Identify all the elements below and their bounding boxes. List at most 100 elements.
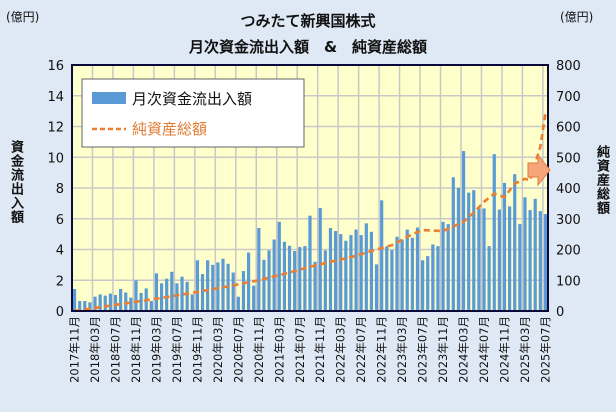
- bar: [344, 240, 348, 311]
- bar: [359, 235, 363, 311]
- bar: [451, 177, 455, 311]
- x-tick-label: 2025年07月: [538, 316, 552, 383]
- bar: [134, 280, 138, 311]
- y2-tick-label: 0: [556, 305, 564, 320]
- right-axis-title: 純資産総額: [594, 145, 609, 215]
- bar: [354, 229, 358, 311]
- bar: [108, 293, 112, 311]
- bar: [328, 227, 333, 311]
- x-tick-label: 2021年03月: [272, 316, 286, 383]
- y2-tick-label: 600: [556, 121, 581, 136]
- bar: [513, 174, 517, 311]
- y-tick-label: 2: [56, 274, 64, 289]
- y-tick-label: 0: [56, 305, 64, 320]
- bar: [200, 274, 205, 311]
- x-tick-label: 2025年03月: [518, 316, 532, 383]
- net-assets-line: [74, 113, 547, 313]
- bar: [533, 198, 537, 311]
- bar: [175, 283, 179, 311]
- bar: [185, 281, 189, 311]
- bar: [257, 227, 261, 311]
- bar: [195, 260, 199, 311]
- bar: [528, 210, 532, 311]
- bar: [431, 244, 435, 311]
- bar: [477, 208, 481, 311]
- y-tick-label: 6: [56, 213, 64, 228]
- chart-title: つみたて新興国株式: [240, 12, 376, 30]
- bar: [374, 264, 379, 311]
- bar: [124, 292, 128, 311]
- left-axis-unit: (億円): [6, 10, 40, 24]
- bar: [339, 234, 343, 311]
- y2-tick-label: 300: [556, 213, 581, 228]
- bar: [154, 273, 159, 311]
- y-tick-label: 4: [56, 244, 64, 259]
- bar: [78, 301, 82, 311]
- bar: [246, 252, 251, 311]
- bar: [415, 227, 420, 311]
- bar: [72, 289, 77, 311]
- bar: [287, 245, 292, 311]
- right-axis-unit: (億円): [560, 10, 594, 24]
- y2-tick-label: 500: [556, 151, 581, 166]
- x-tick-label: 2020年07月: [231, 316, 245, 383]
- bar: [221, 258, 225, 311]
- x-tick-label: 2022年07月: [354, 316, 368, 383]
- bar: [103, 295, 107, 311]
- legend-box: [81, 78, 305, 148]
- bar: [390, 250, 394, 311]
- bar: [159, 283, 164, 311]
- chart-subtitle: 月次資金流出入額 & 純資産総額: [188, 38, 428, 56]
- y2-tick-label: 800: [556, 59, 581, 74]
- bar: [502, 182, 507, 311]
- bar: [400, 239, 404, 311]
- y2-tick-label: 700: [556, 90, 581, 105]
- bar: [380, 200, 384, 311]
- x-tick-label: 2019年07月: [170, 316, 184, 383]
- bar: [298, 247, 302, 311]
- bar: [93, 296, 97, 311]
- legend-label-bars: 月次資金流出入額: [132, 90, 252, 108]
- x-tick-label: 2018年03月: [88, 316, 102, 383]
- arrow-right-icon: [527, 153, 551, 187]
- bar: [206, 260, 210, 311]
- x-tick-label: 2019年11月: [190, 316, 204, 383]
- bar: [231, 272, 235, 311]
- bar: [308, 215, 312, 311]
- bar: [482, 208, 486, 311]
- bar: [252, 285, 256, 311]
- bar: [303, 246, 307, 311]
- y-tick-label: 16: [47, 59, 64, 74]
- bar: [113, 295, 118, 311]
- x-tick-label: 2018年07月: [109, 316, 123, 383]
- bar: [98, 294, 102, 311]
- bar: [119, 289, 123, 311]
- y2-tick-label: 100: [556, 274, 581, 289]
- bar: [508, 206, 512, 311]
- bar: [165, 278, 169, 311]
- x-tick-label: 2021年07月: [293, 316, 307, 383]
- bar: [170, 271, 174, 311]
- bar: [369, 231, 374, 311]
- bar: [385, 246, 389, 311]
- x-tick-label: 2018年11月: [129, 316, 143, 383]
- bar: [129, 297, 133, 311]
- bar: [216, 262, 220, 311]
- x-tick-label: 2024年03月: [457, 316, 471, 383]
- bar: [441, 221, 445, 311]
- bar: [241, 271, 246, 311]
- legend-bar-swatch: [92, 92, 126, 104]
- bar: [456, 188, 461, 311]
- y2-tick-label: 400: [556, 182, 581, 197]
- y-tick-label: 14: [47, 90, 64, 105]
- bar: [323, 250, 327, 311]
- bar: [497, 209, 501, 311]
- x-tick-label: 2017年11月: [68, 316, 82, 383]
- bar: [461, 151, 466, 311]
- bar: [472, 190, 476, 311]
- bar: [364, 223, 368, 311]
- bar: [180, 276, 184, 311]
- bar: [487, 246, 491, 311]
- bar: [88, 302, 92, 311]
- bar: [139, 293, 143, 311]
